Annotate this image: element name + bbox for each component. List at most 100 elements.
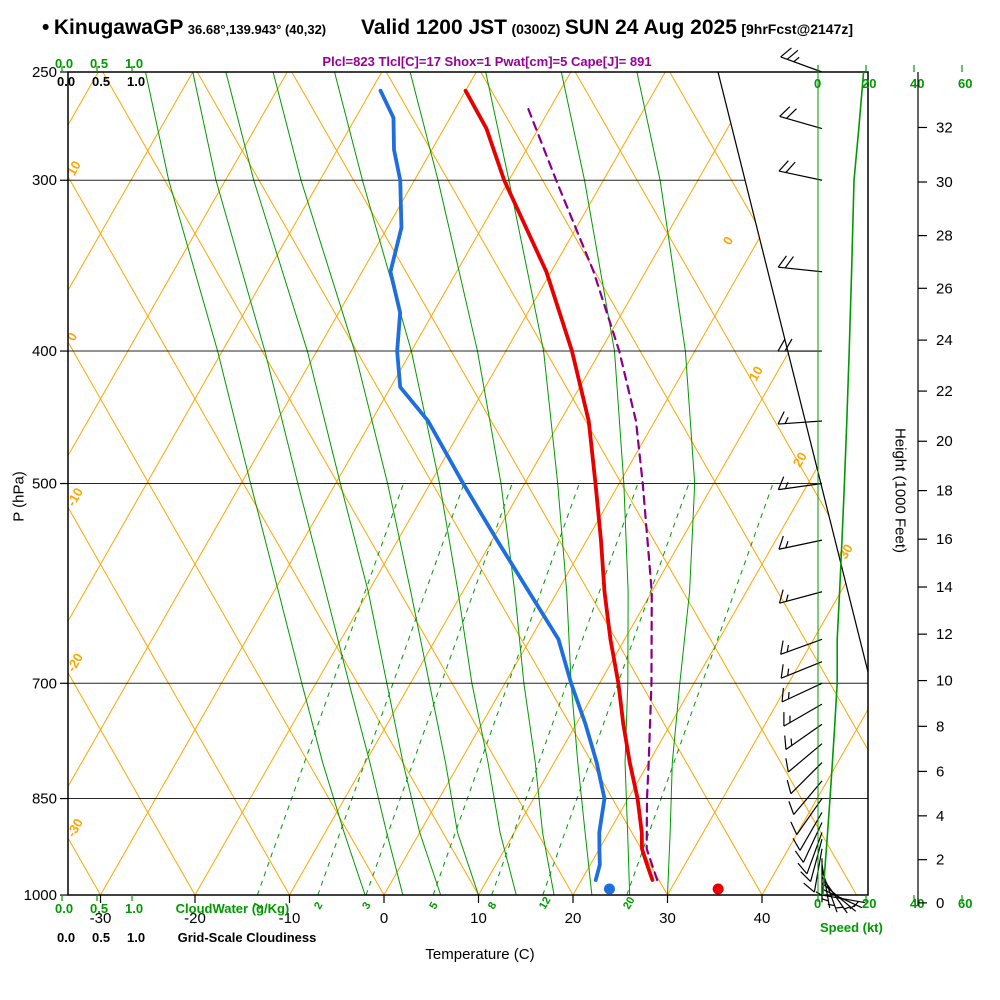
wind-barb-full [800, 871, 812, 882]
wind-barb-half [785, 540, 789, 548]
valid-time-utc: (0300Z) [511, 21, 561, 37]
moist-adiabat-line [485, 72, 593, 895]
height-tick-label: 2 [936, 852, 944, 869]
moist-adiabat-line [334, 72, 517, 895]
wind-barb-full [786, 49, 799, 60]
height-tick-label: 0 [936, 895, 944, 912]
moist-adiabat-line [225, 72, 442, 895]
cloudiness-scale-top: 0.0 0.5 1.0 [57, 74, 162, 89]
moist-adiabat-line [145, 72, 366, 895]
height-tick-label: 18 [936, 483, 953, 500]
sounding-profiles [378, 88, 659, 882]
mixing-ratio-line [365, 479, 514, 895]
wind-barb-staff [779, 115, 823, 130]
wind-barb-staff [810, 838, 823, 882]
cloudwater-scale-05: 0.5 [90, 56, 109, 71]
wind-barb-staff [778, 539, 823, 550]
wind-barbs [777, 47, 866, 914]
cloudwater-scale-0: 0.0 [55, 56, 74, 71]
wind-barb-half [836, 906, 844, 909]
height-tick-label: 6 [936, 763, 944, 780]
isotherm-label-right: 30 [836, 541, 856, 561]
dry-adiabat-line [669, 72, 868, 895]
pressure-axis-title: P (hPa) [10, 471, 28, 522]
wind-barb [780, 47, 823, 73]
background-grid [68, 72, 868, 895]
wind-barb-staff [785, 723, 823, 750]
speed-tick-label: 20 [862, 896, 876, 911]
moist-adiabat-line [636, 72, 696, 895]
wind-barb-full [777, 476, 785, 490]
isotherm-label-left: 10 [64, 158, 84, 178]
wind-barb-staff [778, 170, 823, 181]
speed-axis-title: Speed (kt) [820, 920, 883, 935]
dewpoint-curve [378, 88, 607, 882]
isotherm-line [667, 72, 868, 895]
height-tick-label: 12 [936, 626, 953, 643]
isotherm-line [761, 72, 868, 895]
height-tick-label: 30 [936, 174, 953, 191]
temperature-tick-label: -30 [90, 910, 112, 927]
isotherm-label-left: -30 [64, 816, 86, 840]
isotherm-label-left: 0 [64, 330, 81, 344]
surface-temperature-dot [712, 883, 724, 895]
wind-barb-full [780, 640, 784, 655]
wind-barb [781, 682, 823, 703]
isotherm-label-right: 0 [720, 234, 737, 248]
height-tick-label: 8 [936, 718, 944, 735]
wind-barb-half [821, 898, 829, 902]
moist-adiabat-line [560, 72, 631, 895]
wind-barb-half [793, 56, 800, 63]
wind-barb-full [778, 589, 784, 604]
wind-barb [797, 832, 823, 875]
temperature-tick-label: 0 [380, 910, 388, 927]
stability-parameters-line: Plcl=823 Tlcl[C]=17 Shox=1 Pwat[cm]=5 Ca… [322, 54, 652, 69]
wind-speed-curve [822, 71, 865, 896]
wind-barb-full [779, 106, 791, 117]
cloudwater-scale-0b: 0.0 [55, 901, 74, 916]
wind-barb-staff [802, 822, 823, 863]
cloudiness-scale-0b: 0.0 [57, 930, 76, 945]
cloudwater-scale-top: 0.0 0.5 1.0 [55, 56, 160, 71]
temperature-axis-title: Temperature (C) [425, 946, 535, 963]
isotherm-line [68, 72, 288, 895]
wind-barb [821, 888, 863, 910]
cloudwater-scale-bottom: 0.0 0.5 1.0 CloudWater (g/Kg) [55, 901, 289, 916]
wind-barb-staff [780, 638, 823, 655]
wind-barb-staff [778, 420, 823, 425]
isotherm-label-right: 10 [746, 363, 766, 383]
mixing-ratio-label: 5 [427, 900, 440, 911]
cloudwater-axis-label: CloudWater (g/Kg) [175, 901, 290, 916]
moist-adiabat-line [192, 72, 404, 895]
wind-barb-full [785, 161, 796, 173]
cloudwater-scale-1: 1.0 [125, 56, 144, 71]
dry-adiabat-line [68, 72, 196, 895]
wind-barb-staff [790, 762, 823, 795]
wind-barb [794, 822, 823, 863]
wind-barb-full [786, 779, 792, 794]
wind-barb [780, 661, 823, 679]
surface-dewpoint-dot [603, 883, 615, 895]
wind-barb-half [790, 738, 793, 746]
wind-barb-full [780, 47, 792, 58]
pressure-tick-label: 300 [32, 172, 57, 189]
wind-barb-staff [787, 743, 823, 773]
pressure-tick-label: 500 [32, 476, 57, 493]
mixing-ratio-line [432, 479, 581, 895]
cloudiness-axis-label: Grid-Scale Cloudiness [177, 930, 317, 945]
height-tick-label: 32 [936, 119, 953, 136]
wind-barb [777, 476, 823, 491]
speed-tick-label: 0 [814, 76, 821, 91]
wind-barb [815, 858, 823, 903]
wind-barb-half [784, 481, 789, 489]
wind-barb-staff [806, 832, 823, 875]
wind-barb-staff [779, 591, 823, 604]
wind-barb-half [787, 668, 790, 676]
wind-barb-half [786, 644, 790, 653]
parcel-ascent-curve [526, 105, 659, 882]
wind-barb-full [785, 758, 789, 773]
wind-barb [778, 160, 823, 181]
wind-barb-half [787, 691, 790, 699]
